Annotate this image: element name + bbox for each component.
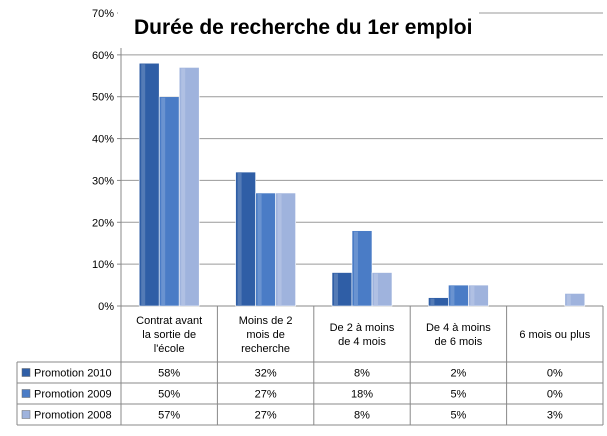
bar-highlight [161,97,166,305]
data-table: Contrat avant la sortie de l'école Moins de… [16,306,604,426]
data-label: 0% [547,368,563,380]
legend-label: Promotion 2010 [34,368,112,380]
bar [468,284,489,307]
data-label: 50% [158,389,180,401]
data-label: 18% [351,389,373,401]
x-category-label: l'école [154,343,185,355]
bar [178,67,200,307]
data-label: 5% [450,389,466,401]
title-background [118,8,479,48]
y-tick-label: 50% [92,92,114,104]
data-label: 32% [255,368,277,380]
legend-label: Promotion 2008 [34,410,112,422]
data-label: 8% [354,368,370,380]
bar-highlight [374,273,378,305]
bars [138,62,586,307]
bar-highlight [181,68,186,306]
y-axis-ticks: 0% 10% 20% 30% 40% 50% 60% 70% [92,8,114,313]
x-category-label: Contrat avant [136,315,202,327]
data-label: 3% [547,410,563,422]
chart-title: Durée de recherche du 1er emploi [134,16,472,39]
y-tick-label: 30% [92,175,114,187]
x-category-label: de 6 mois [435,336,483,348]
x-category-label: De 2 à moins [330,322,395,334]
data-label: 57% [158,410,180,422]
data-label: 8% [354,410,370,422]
legend-swatch [21,389,31,398]
x-category-label: De 4 à moins [426,322,491,334]
y-tick-label: 60% [92,50,114,62]
data-label: 27% [255,410,277,422]
bar-highlight [257,193,262,305]
bar-highlight [566,294,571,305]
x-category-label: de 4 mois [338,336,386,348]
x-category-label: Moins de 2 [239,315,293,327]
x-category-label: la sortie de [142,329,196,341]
y-tick-label: 20% [92,217,114,229]
bar [371,272,393,307]
data-label: 5% [450,410,466,422]
y-tick-label: 40% [92,134,114,146]
grid-lines [117,12,603,307]
bar-highlight [237,173,242,305]
x-category-label: mois de [246,329,285,341]
bar-highlight [354,231,358,305]
y-tick-label: 70% [92,8,114,20]
bar-highlight [430,298,435,305]
data-label: 27% [255,389,277,401]
bar-highlight [141,64,146,305]
bar-highlight [334,273,338,305]
legend-label: Promotion 2009 [34,389,112,401]
legend-swatch [21,410,31,419]
bar-highlight [470,286,475,305]
data-label: 58% [158,368,180,380]
bar [564,293,586,307]
bar [351,230,373,307]
x-category-label: recherche [241,343,290,355]
bar-highlight [277,193,282,305]
x-category-label: 6 mois ou plus [519,329,590,341]
y-tick-label: 0% [98,301,114,313]
bar [275,192,296,307]
bar-highlight [450,286,455,305]
legend-swatch [21,368,31,377]
data-label: 0% [547,389,563,401]
data-label: 2% [450,368,466,380]
y-tick-label: 10% [92,259,114,271]
